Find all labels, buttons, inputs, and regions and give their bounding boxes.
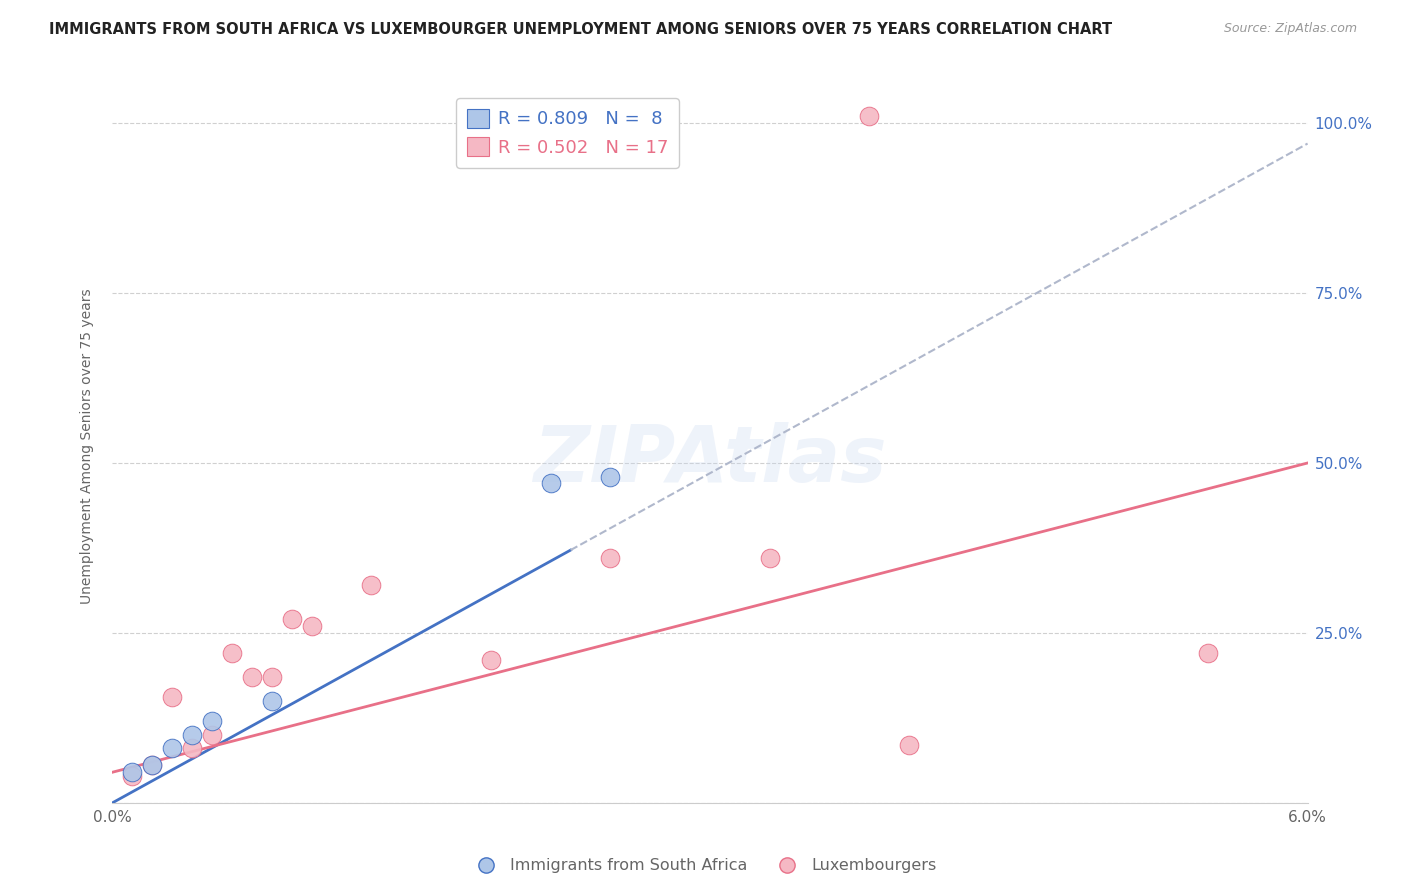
Point	[898, 738, 921, 752]
Point	[858, 109, 880, 123]
Point	[301, 619, 323, 633]
Y-axis label: Unemployment Among Seniors over 75 years: Unemployment Among Seniors over 75 years	[80, 288, 94, 604]
Point	[1197, 646, 1219, 660]
Point	[162, 690, 183, 705]
Point	[221, 646, 243, 660]
Point	[201, 728, 224, 742]
Point	[181, 741, 204, 756]
Point	[599, 551, 621, 566]
Point	[162, 741, 183, 756]
Point	[479, 653, 502, 667]
Legend: Immigrants from South Africa, Luxembourgers: Immigrants from South Africa, Luxembourg…	[464, 852, 942, 880]
Point	[141, 758, 163, 772]
Point	[759, 551, 782, 566]
Point	[121, 769, 143, 783]
Legend: R = 0.809   N =  8, R = 0.502   N = 17: R = 0.809 N = 8, R = 0.502 N = 17	[456, 98, 679, 168]
Point	[201, 714, 224, 729]
Point	[181, 728, 204, 742]
Point	[599, 469, 621, 483]
Point	[240, 670, 263, 684]
Point	[121, 765, 143, 780]
Point	[260, 694, 283, 708]
Text: Source: ZipAtlas.com: Source: ZipAtlas.com	[1223, 22, 1357, 36]
Text: IMMIGRANTS FROM SOUTH AFRICA VS LUXEMBOURGER UNEMPLOYMENT AMONG SENIORS OVER 75 : IMMIGRANTS FROM SOUTH AFRICA VS LUXEMBOU…	[49, 22, 1112, 37]
Point	[360, 578, 382, 592]
Text: ZIPAtlas: ZIPAtlas	[533, 422, 887, 499]
Point	[540, 476, 562, 491]
Point	[141, 758, 163, 772]
Point	[260, 670, 283, 684]
Point	[281, 612, 304, 626]
